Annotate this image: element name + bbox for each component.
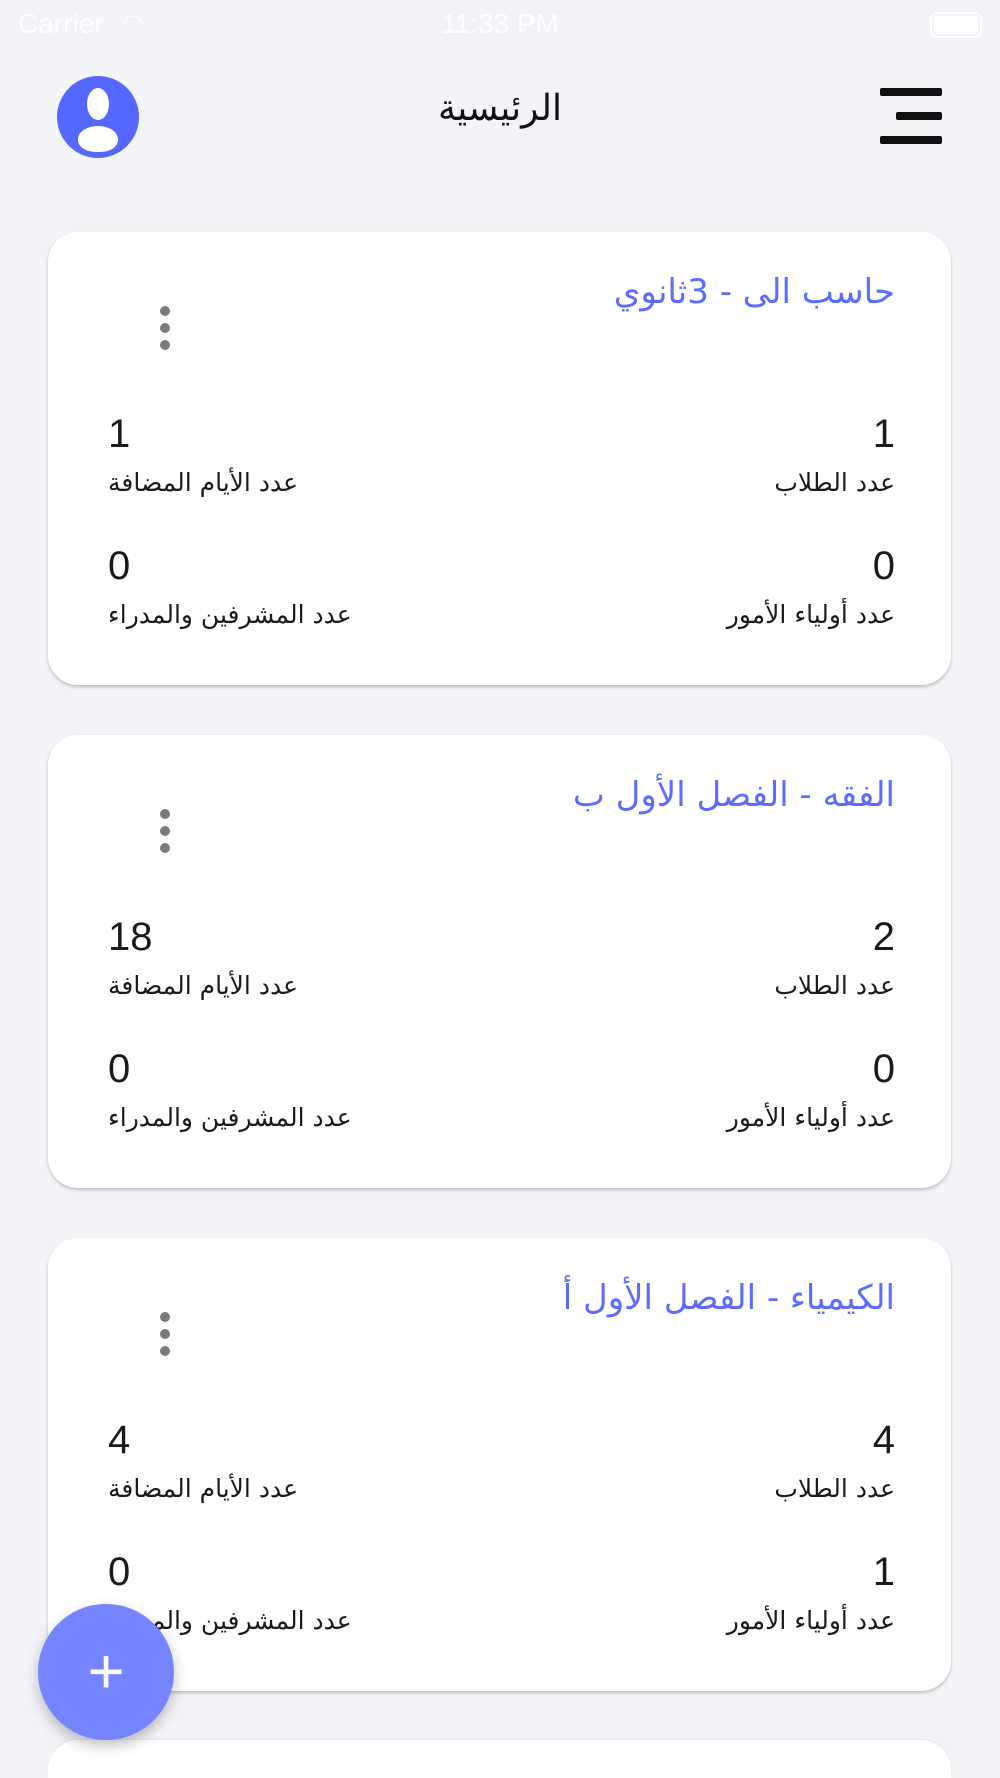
profile-avatar-button[interactable] bbox=[57, 76, 139, 158]
students-label: عدد الطلاب bbox=[774, 971, 895, 1000]
class-title: حاسب الى - 3ثانوي bbox=[613, 272, 895, 312]
class-title: الفقه - الفصل الأول ب bbox=[572, 775, 895, 815]
carrier-label: Carrier bbox=[18, 8, 104, 39]
students-count: 2 bbox=[872, 915, 895, 959]
hamburger-menu-icon[interactable] bbox=[872, 88, 942, 144]
students-count: 4 bbox=[872, 1418, 895, 1462]
supervisors-label: عدد المشرفين والمدراء bbox=[108, 600, 352, 629]
days-count: 4 bbox=[108, 1418, 131, 1462]
days-label: عدد الأيام المضافة bbox=[108, 468, 298, 497]
more-options-icon[interactable] bbox=[159, 306, 171, 350]
students-label: عدد الطلاب bbox=[774, 468, 895, 497]
add-button[interactable]: + bbox=[38, 1604, 174, 1740]
class-card-partial[interactable] bbox=[48, 1740, 951, 1778]
days-label: عدد الأيام المضافة bbox=[108, 1474, 298, 1503]
students-label: عدد الطلاب bbox=[774, 1474, 895, 1503]
page-title: الرئيسية bbox=[438, 88, 562, 129]
more-options-icon[interactable] bbox=[159, 1312, 171, 1356]
status-bar: Carrier ◠ 11:33 PM bbox=[0, 0, 1000, 50]
parents-count: 1 bbox=[872, 1550, 895, 1594]
class-title: الكيمياء - الفصل الأول أ bbox=[562, 1278, 895, 1318]
supervisors-count: 0 bbox=[108, 1550, 131, 1594]
parents-label: عدد أولياء الأمور bbox=[726, 1103, 895, 1132]
battery-icon bbox=[930, 12, 982, 38]
user-avatar-icon bbox=[87, 88, 109, 120]
class-card[interactable]: حاسب الى - 3ثانوي 1 عدد الطلاب 1 عدد الأ… bbox=[48, 232, 951, 685]
parents-count: 0 bbox=[872, 1047, 895, 1091]
class-card[interactable]: الفقه - الفصل الأول ب 2 عدد الطلاب 18 عد… bbox=[48, 735, 951, 1188]
parents-count: 0 bbox=[872, 544, 895, 588]
wifi-icon: ◠ bbox=[122, 8, 145, 38]
plus-icon: + bbox=[87, 1635, 125, 1707]
class-card[interactable]: الكيمياء - الفصل الأول أ 4 عدد الطلاب 4 … bbox=[48, 1238, 951, 1691]
supervisors-count: 0 bbox=[108, 544, 131, 588]
parents-label: عدد أولياء الأمور bbox=[726, 600, 895, 629]
days-label: عدد الأيام المضافة bbox=[108, 971, 298, 1000]
days-count: 1 bbox=[108, 412, 131, 456]
days-count: 18 bbox=[108, 915, 153, 959]
students-count: 1 bbox=[872, 412, 895, 456]
parents-label: عدد أولياء الأمور bbox=[726, 1606, 895, 1635]
status-time: 11:33 PM bbox=[441, 8, 559, 39]
supervisors-label: عدد المشرفين والمدراء bbox=[108, 1103, 352, 1132]
supervisors-count: 0 bbox=[108, 1047, 131, 1091]
more-options-icon[interactable] bbox=[159, 809, 171, 853]
